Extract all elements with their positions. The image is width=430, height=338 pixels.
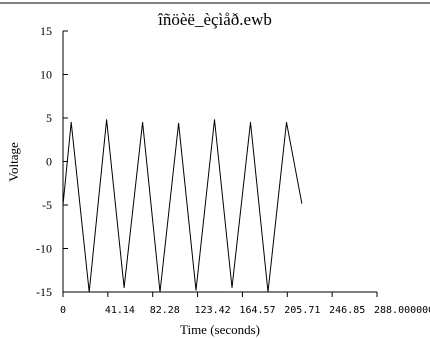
series-point — [214, 119, 216, 121]
series-point — [250, 121, 252, 123]
y-ticks: 15 10 5 0 -5 -10 -15 — [36, 24, 68, 299]
y-tick-label: 5 — [46, 111, 52, 125]
series-point — [267, 291, 269, 293]
y-tick-label: 10 — [40, 68, 52, 82]
series-point — [286, 121, 288, 123]
chart-title: îñöèë_èçìåð.ewb — [157, 10, 272, 29]
x-tick-label: 82.28 — [150, 305, 180, 316]
x-tick-label: 123.42 — [195, 305, 231, 316]
x-tick-label: 288.000000m — [374, 305, 430, 316]
y-tick-label: 15 — [40, 24, 52, 38]
y-tick-label: 0 — [46, 155, 52, 169]
y-tick-label: -5 — [42, 198, 52, 212]
series-point — [88, 291, 90, 293]
series-point — [231, 287, 233, 289]
x-ticks: 0 41.14 82.28 123.42 164.57 205.71 246.85 288.0… — [60, 292, 430, 316]
voltage-series-line — [62, 119, 303, 293]
y-tick-label: -10 — [36, 242, 52, 256]
x-tick-label: 246.85 — [329, 305, 365, 316]
series-point — [178, 122, 180, 124]
series-point — [195, 289, 197, 291]
series-point — [70, 121, 72, 123]
x-tick-label: 164.57 — [239, 305, 275, 316]
y-axis-label: Voltage — [6, 142, 21, 182]
x-axis-label: Time (seconds) — [180, 322, 260, 337]
series-point — [301, 202, 303, 204]
x-tick-label: 205.71 — [284, 305, 320, 316]
series-point — [123, 287, 125, 289]
series-points — [62, 119, 303, 293]
series-point — [106, 119, 108, 121]
series-point — [159, 291, 161, 293]
x-tick-label: 0 — [60, 305, 66, 316]
series-point — [62, 204, 64, 206]
series-point — [142, 121, 144, 123]
y-tick-label: -15 — [36, 285, 52, 299]
x-tick-label: 41.14 — [105, 305, 135, 316]
